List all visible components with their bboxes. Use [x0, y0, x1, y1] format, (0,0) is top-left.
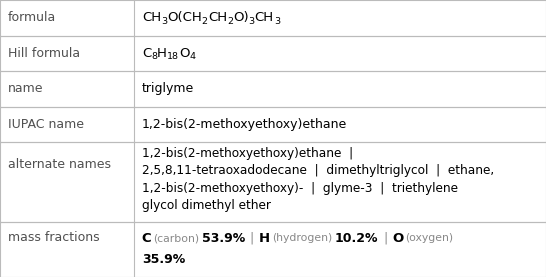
Text: C: C: [142, 232, 151, 245]
Text: mass fractions: mass fractions: [8, 231, 99, 244]
Text: 1,2-bis(2-methoxyethoxy)ethane  |: 1,2-bis(2-methoxyethoxy)ethane |: [142, 147, 353, 160]
Text: H: H: [157, 47, 167, 60]
Text: 8: 8: [151, 52, 157, 61]
Text: O: O: [179, 47, 189, 60]
Text: name: name: [8, 82, 44, 95]
Text: 3: 3: [274, 17, 280, 26]
Text: CH: CH: [254, 11, 274, 24]
Bar: [0, 0, 546, 35]
Text: C: C: [142, 47, 151, 60]
Text: 2: 2: [227, 17, 233, 26]
Text: 10.2%: 10.2%: [334, 232, 378, 245]
Text: 1,2-bis(2-methoxyethoxy)ethane: 1,2-bis(2-methoxyethoxy)ethane: [142, 118, 347, 131]
Bar: [0, 35, 546, 71]
Text: O: O: [392, 232, 403, 245]
Text: formula: formula: [8, 11, 56, 24]
Bar: [0, 222, 546, 277]
Text: |: |: [383, 232, 387, 245]
Bar: [0, 107, 546, 142]
Text: 3: 3: [161, 17, 167, 26]
Bar: [0, 142, 546, 222]
Text: H: H: [259, 232, 270, 245]
Bar: [0, 71, 546, 107]
Text: O(CH: O(CH: [167, 11, 202, 24]
Text: 3: 3: [248, 17, 254, 26]
Text: Hill formula: Hill formula: [8, 47, 80, 60]
Text: 53.9%: 53.9%: [201, 232, 245, 245]
Text: 2,5,8,11-tetraoxadodecane  |  dimethyltriglycol  |  ethane,: 2,5,8,11-tetraoxadodecane | dimethyltrig…: [142, 164, 494, 177]
Text: (carbon): (carbon): [153, 234, 199, 243]
Text: CH: CH: [142, 11, 161, 24]
Text: (oxygen): (oxygen): [405, 234, 454, 243]
Text: 1,2-bis(2-methoxyethoxy)-  |  glyme-3  |  triethylene: 1,2-bis(2-methoxyethoxy)- | glyme-3 | tr…: [142, 182, 458, 194]
Text: O): O): [233, 11, 248, 24]
Text: 2: 2: [202, 17, 208, 26]
Text: |: |: [250, 232, 254, 245]
Text: glycol dimethyl ether: glycol dimethyl ether: [142, 199, 271, 212]
Text: CH: CH: [208, 11, 227, 24]
Text: (hydrogen): (hydrogen): [272, 234, 333, 243]
Text: alternate names: alternate names: [8, 158, 111, 171]
Text: 4: 4: [189, 52, 195, 61]
Text: IUPAC name: IUPAC name: [8, 118, 84, 131]
Text: 35.9%: 35.9%: [142, 253, 185, 266]
Text: 18: 18: [167, 52, 179, 61]
Text: triglyme: triglyme: [142, 82, 194, 95]
